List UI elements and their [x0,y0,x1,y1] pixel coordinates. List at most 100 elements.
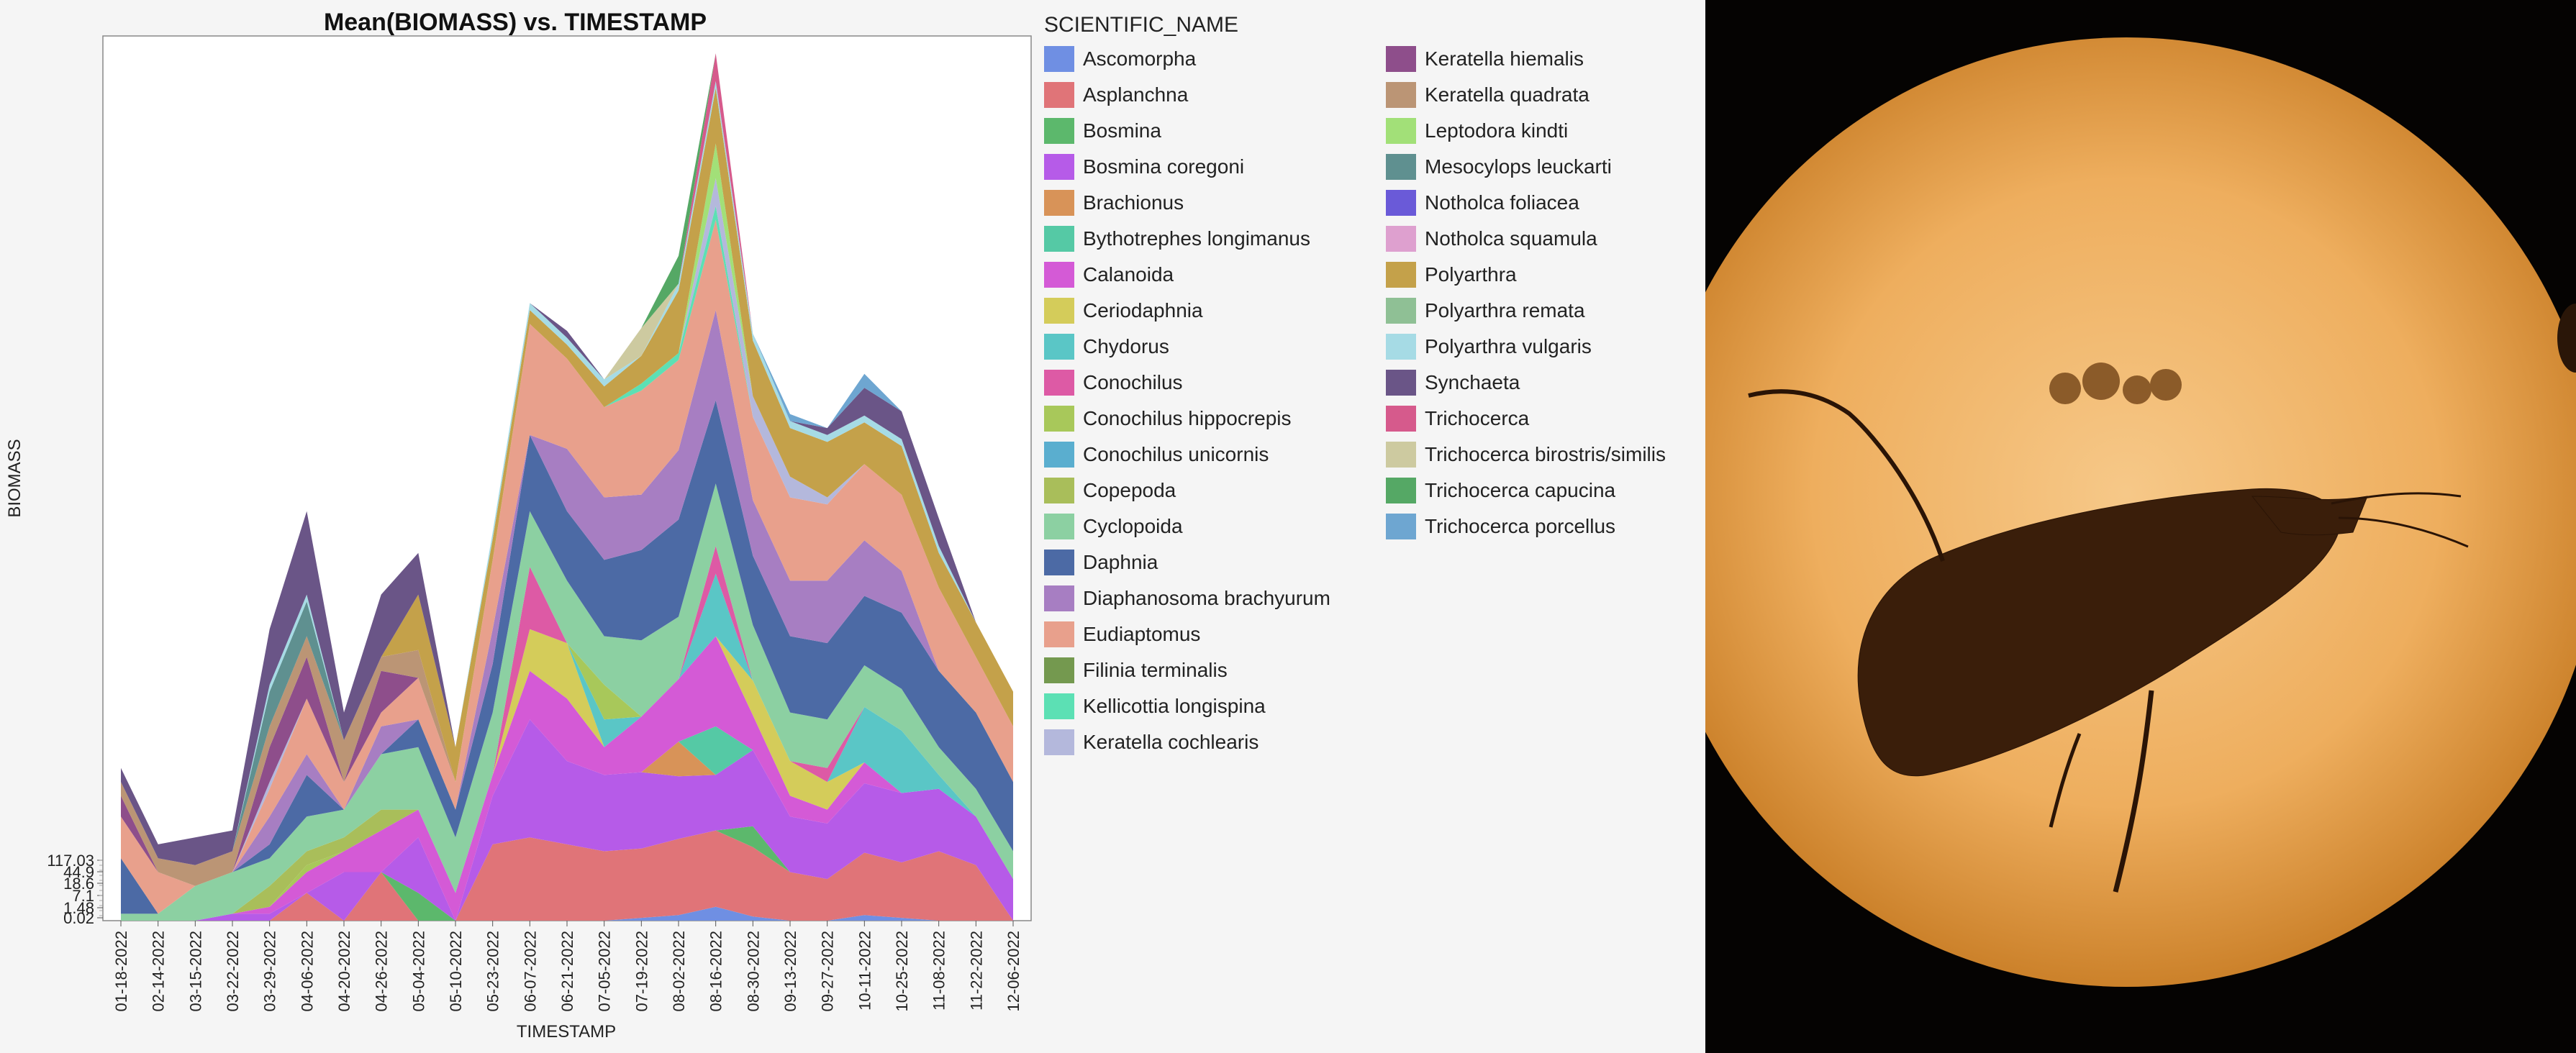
legend-swatch [1044,118,1074,144]
area-series-asplanchna [121,830,1013,921]
x-axis-label: TIMESTAMP [517,1022,616,1041]
legend-item: Copepoda [1044,476,1176,505]
legend-item: Conochilus [1044,368,1183,397]
legend-label: Bosmina coregoni [1083,155,1245,178]
legend-label: Polyarthra vulgaris [1425,335,1592,357]
legend-label: Trichocerca birostris/similis [1425,443,1666,465]
x-tick-label: 01-18-2022 [112,931,130,1012]
legend-swatch [1386,118,1416,144]
legend-item: Kellicottia longispina [1044,692,1266,721]
legend-swatch [1386,190,1416,216]
legend-item: Brachionus [1044,188,1184,217]
legend-item: Eudiaptomus [1044,620,1200,649]
legend-label: Ascomorpha [1083,47,1197,70]
legend-swatch [1386,370,1416,396]
legend-item: Keratella cochlearis [1044,728,1258,757]
legend-swatch [1386,46,1416,72]
area-series-bosmina-coregoni [121,719,1013,921]
legend-label: Bythotrephes longimanus [1083,227,1310,250]
legend-item: Keratella hiemalis [1386,45,1584,73]
x-tick-label: 03-15-2022 [186,931,204,1012]
legend-item: Daphnia [1044,548,1158,577]
legend-item: Calanoida [1044,260,1174,289]
legend-swatch [1044,334,1074,360]
legend-item: Conochilus hippocrepis [1044,404,1292,433]
legend-item: Polyarthra vulgaris [1386,332,1592,361]
x-tick-label: 11-08-2022 [930,931,948,1011]
x-tick-label: 04-26-2022 [373,931,391,1012]
legend-label: Diaphanosoma brachyurum [1083,587,1330,609]
legend-label: Polyarthra [1425,263,1517,286]
legend-label: Mesocylops leuckarti [1425,155,1612,178]
copepod-specimen [1748,389,2469,893]
legend-item: Polyarthra [1386,260,1517,289]
x-tick-label: 05-23-2022 [484,931,502,1012]
y-tick-label: 44.9 [63,863,94,881]
x-tick-label: 05-10-2022 [447,931,465,1012]
legend-label: Filinia terminalis [1083,659,1228,681]
y-tick-label: 18.6 [63,875,94,893]
x-tick-label: 07-19-2022 [632,931,650,1012]
legend-item: Notholca squamula [1386,224,1597,253]
legend-label: Brachionus [1083,191,1184,214]
area-series-cyclopoida [121,483,1013,921]
legend-swatch [1044,657,1074,683]
legend-swatch [1044,585,1074,611]
x-tick-label: 08-02-2022 [670,931,688,1012]
legend-item: Notholca foliacea [1386,188,1579,217]
legend-swatch [1044,514,1074,539]
x-tick-label: 08-30-2022 [744,931,762,1012]
legend-swatch [1044,729,1074,755]
legend-swatch [1044,621,1074,647]
legend-item: Mesocylops leuckarti [1386,152,1612,181]
legend-swatch [1044,298,1074,324]
area-series-diaphanosoma-brachyurum [121,310,1013,914]
area-series-daphnia [121,400,1013,914]
legend-label: Keratella hiemalis [1425,47,1584,70]
legend-label: Leptodora kindti [1425,119,1569,142]
legend-label: Ceriodaphnia [1083,299,1203,322]
x-tick-label: 05-04-2022 [409,931,427,1012]
legend-item: Chydorus [1044,332,1169,361]
legend-swatch [1386,442,1416,468]
legend-item: Filinia terminalis [1044,656,1228,685]
legend-swatch [1044,370,1074,396]
legend-item: Asplanchna [1044,81,1188,109]
legend-item: Ascomorpha [1044,45,1196,73]
x-tick-label: 03-22-2022 [224,931,242,1012]
legend-swatch [1386,298,1416,324]
legend: SCIENTIFIC_NAME Ascomorpha Asplanchna Bosm… [1040,10,1687,755]
area-chart: Mean(BIOMASS) vs. TIMESTAMP 0.021.487.11… [5,9,1032,1041]
legend-label: Synchaeta [1425,371,1520,393]
legend-swatch [1386,154,1416,180]
x-tick-label: 03-29-2022 [261,931,279,1012]
microscope-photo [1705,0,2576,1053]
legend-swatch [1044,226,1074,252]
stacked-areas [121,53,1013,921]
x-tick-label: 02-14-2022 [150,931,168,1012]
legend-label: Keratella quadrata [1425,83,1589,106]
legend-swatch [1386,334,1416,360]
legend-swatch [1044,550,1074,575]
x-tick-label: 06-07-2022 [521,931,539,1012]
x-tick-label: 04-06-2022 [298,931,316,1012]
x-tick-label: 12-06-2022 [1004,931,1022,1012]
legend-item: Trichocerca [1386,404,1529,433]
legend-swatch [1044,262,1074,288]
legend-swatch [1386,478,1416,503]
legend-item: Trichocerca capucina [1386,476,1615,505]
legend-label: Polyarthra remata [1425,299,1585,322]
legend-label: Notholca squamula [1425,227,1597,250]
area-series-polyarthra [121,88,1013,865]
legend-label: Cyclopoida [1083,515,1183,537]
x-tick-label: 07-05-2022 [596,931,614,1012]
legend-swatch [1044,82,1074,108]
legend-item: Trichocerca birostris/similis [1386,440,1666,469]
y-tick-label: 1.48 [63,899,94,917]
x-tick-label: 10-11-2022 [856,931,874,1011]
legend-item: Bosmina coregoni [1044,152,1244,181]
legend-swatch [1044,190,1074,216]
x-tick-label: 11-22-2022 [967,931,985,1011]
legend-label: Notholca foliacea [1425,191,1579,214]
legend-label: Trichocerca [1425,407,1530,429]
